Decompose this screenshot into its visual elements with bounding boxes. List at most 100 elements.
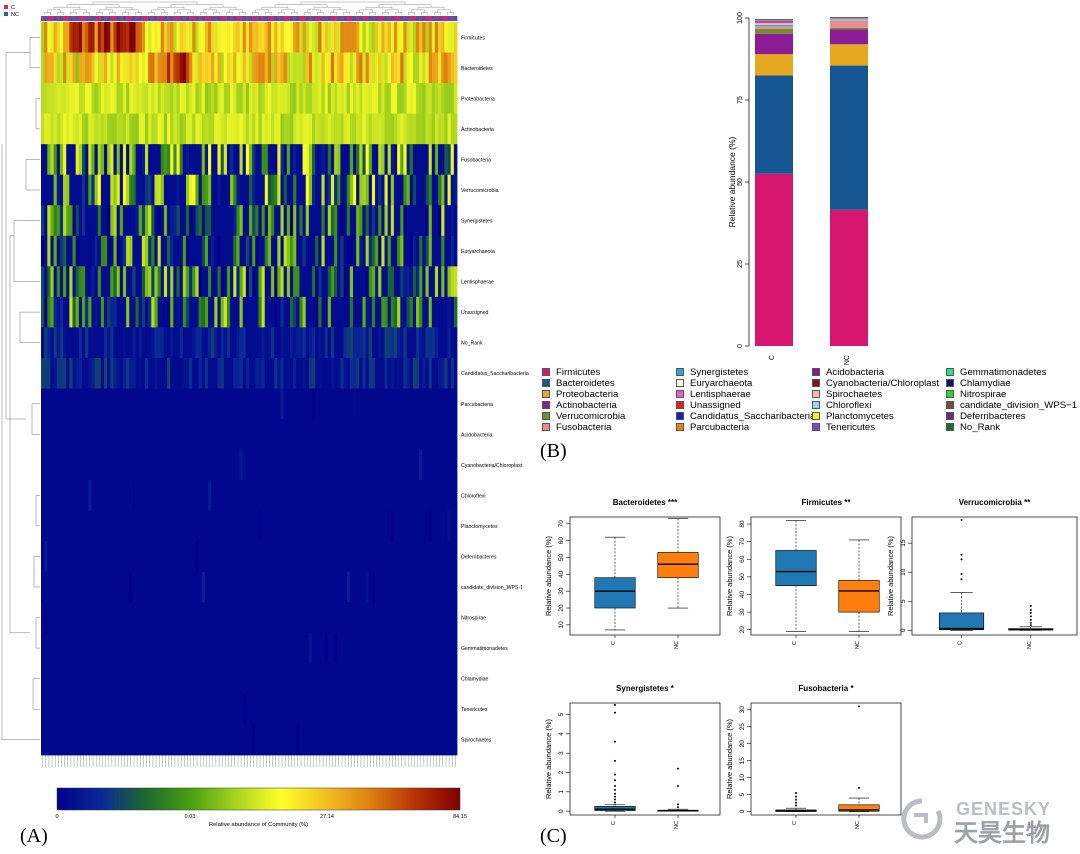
heatmap-cell [397, 53, 401, 84]
heatmap-cell [180, 175, 184, 206]
y-tick-label: 2 [558, 770, 565, 774]
heatmap-cell [271, 511, 275, 542]
heatmap-cell [164, 694, 168, 725]
heatmap-cell [429, 419, 433, 450]
heatmap-cell [318, 602, 322, 633]
heatmap-cell [221, 266, 225, 297]
heatmap-cell [230, 602, 234, 633]
heatmap-cell [410, 327, 414, 358]
outlier-point [858, 787, 860, 789]
heatmap-cell [359, 297, 363, 328]
heatmap-cell [148, 389, 152, 420]
heatmap-cell [104, 236, 108, 267]
heatmap-cell [148, 572, 152, 603]
heatmap-cell [41, 175, 45, 206]
heatmap-cell [413, 724, 417, 755]
heatmap-cell [385, 114, 389, 145]
heatmap-cell [448, 358, 452, 389]
heatmap-cell [438, 175, 442, 206]
heatmap-cell [66, 205, 70, 236]
heatmap-cell [410, 511, 414, 542]
heatmap-cell [123, 511, 127, 542]
heatmap-cell [183, 694, 187, 725]
heatmap-cell [211, 480, 215, 511]
heatmap-row-label: Unassigned [461, 310, 489, 316]
heatmap-cell [315, 480, 319, 511]
heatmap-cell [177, 663, 181, 694]
heatmap-cell [391, 114, 395, 145]
heatmap-cell [230, 358, 234, 389]
heatmap-cell [221, 175, 225, 206]
heatmap-cell [403, 297, 407, 328]
heatmap-cell [350, 236, 354, 267]
heatmap-cell [441, 175, 445, 206]
heatmap-cell [262, 358, 266, 389]
heatmap-cell [435, 389, 439, 420]
heatmap-cell [236, 511, 240, 542]
group-strip-cell [347, 16, 350, 21]
heatmap-cell [265, 602, 269, 633]
heatmap-cell [441, 389, 445, 420]
heatmap-cell [154, 327, 158, 358]
heatmap-cell [240, 175, 244, 206]
heatmap-cell [192, 511, 196, 542]
heatmap-cell [205, 511, 209, 542]
heatmap-cell [243, 724, 247, 755]
heatmap-cell [236, 83, 240, 114]
heatmap-cell [189, 633, 193, 664]
heatmap-cell [91, 83, 95, 114]
heatmap-cell [397, 572, 401, 603]
heatmap-cell [287, 114, 291, 145]
heatmap-cell [161, 297, 165, 328]
group-strip-cell [113, 16, 116, 21]
heatmap-cell [249, 572, 253, 603]
heatmap-cell [400, 541, 404, 572]
heatmap-cell [268, 83, 272, 114]
heatmap-cell [129, 450, 133, 481]
heatmap-cell [88, 663, 92, 694]
heatmap-cell [444, 511, 448, 542]
dendrogram-branch [74, 10, 87, 13]
heatmap-cell [410, 572, 414, 603]
heatmap-cell [454, 450, 458, 481]
heatmap-cell [255, 602, 259, 633]
heatmap-cell [104, 724, 108, 755]
heatmap-cell [306, 724, 310, 755]
heatmap-cell [101, 205, 105, 236]
heatmap-cell [441, 53, 445, 84]
heatmap-cell [277, 22, 281, 53]
heatmap-cell [173, 511, 177, 542]
heatmap-cell [120, 144, 124, 175]
heatmap-cell [281, 22, 285, 53]
heatmap-cell [161, 724, 165, 755]
group-strip-cell [325, 16, 328, 21]
heatmap-cell [258, 694, 262, 725]
heatmap-cell [95, 327, 99, 358]
heatmap-cell [290, 266, 294, 297]
heatmap-cell [271, 236, 275, 267]
heatmap-cell [262, 724, 266, 755]
heatmap-cell [167, 53, 171, 84]
heatmap-cell [321, 144, 325, 175]
heatmap-cell [154, 144, 158, 175]
heatmap-cell [344, 236, 348, 267]
heatmap-cell [444, 419, 448, 450]
heatmap-cell [306, 83, 310, 114]
stacked-bar-segment [755, 34, 793, 54]
heatmap-cell [397, 419, 401, 450]
heatmap-cell [205, 175, 209, 206]
heatmap-cell [403, 53, 407, 84]
heatmap-cell [170, 53, 174, 84]
heatmap-cell [151, 144, 155, 175]
dendrogram-branch [330, 12, 337, 15]
heatmap-cell [151, 389, 155, 420]
heatmap-cell [375, 694, 379, 725]
heatmap-cell [167, 419, 171, 450]
heatmap-cell [309, 724, 313, 755]
legend-label: Nitrospirae [960, 389, 1006, 400]
heatmap-cell [435, 297, 439, 328]
y-axis-label: Relative abundance (%) [544, 535, 553, 616]
heatmap-cell [262, 450, 266, 481]
heatmap-cell [400, 419, 404, 450]
